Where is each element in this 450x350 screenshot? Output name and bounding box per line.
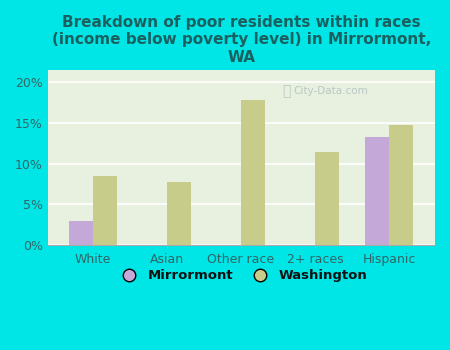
Bar: [389, 125, 413, 245]
Text: ⓘ: ⓘ: [282, 84, 290, 98]
Bar: [241, 100, 265, 245]
Bar: [365, 137, 389, 245]
Bar: [93, 176, 117, 245]
Bar: [167, 182, 191, 245]
Text: City-Data.com: City-Data.com: [293, 86, 368, 96]
Legend: Mirrormont, Washington: Mirrormont, Washington: [111, 264, 373, 288]
Bar: [69, 221, 93, 245]
Title: Breakdown of poor residents within races
(income below poverty level) in Mirrorm: Breakdown of poor residents within races…: [52, 15, 432, 65]
Bar: [315, 152, 339, 245]
